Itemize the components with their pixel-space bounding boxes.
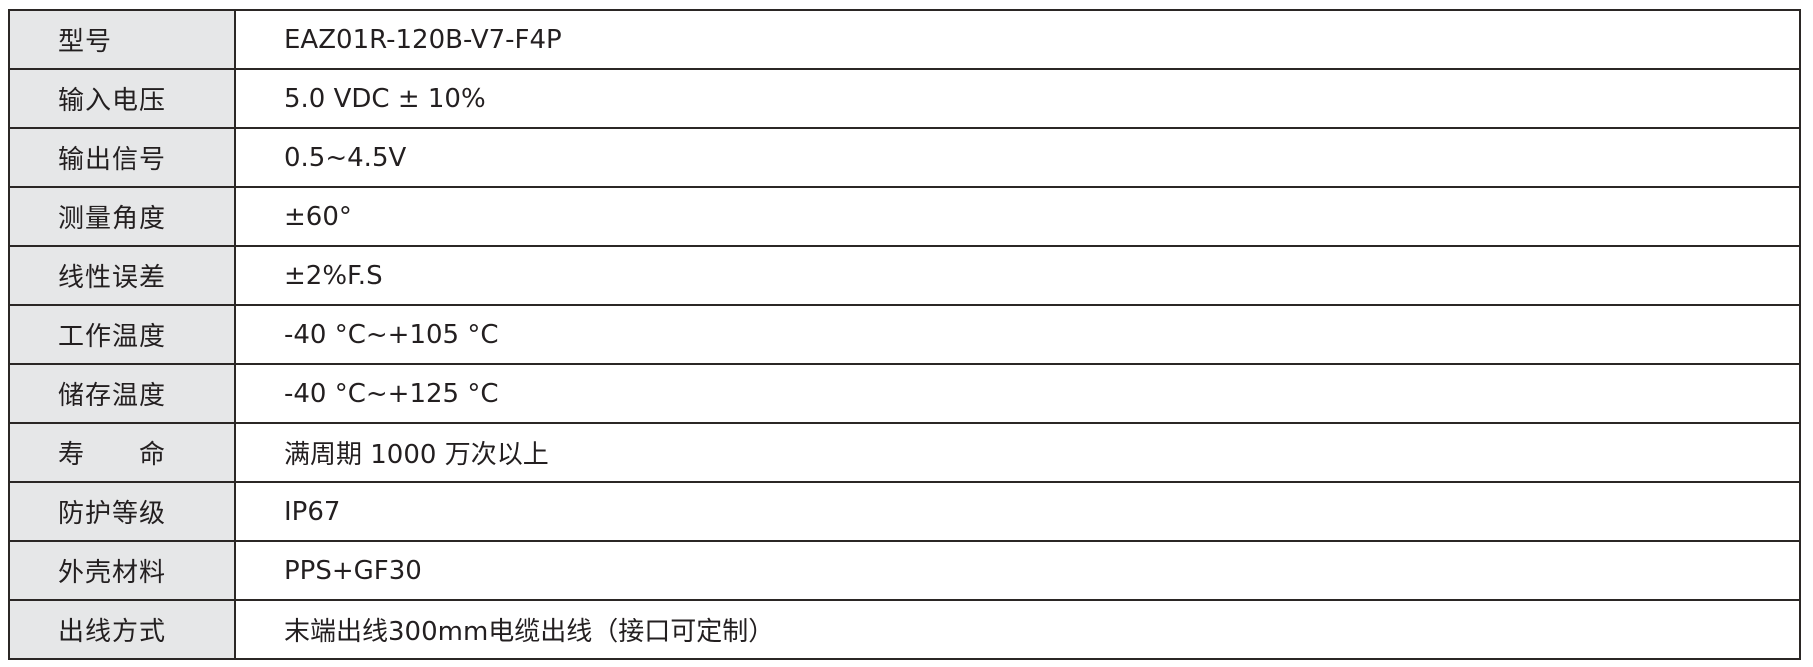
- table-row: 输出信号 0.5~4.5V: [8, 127, 1801, 188]
- spec-value: PPS+GF30: [234, 540, 1801, 601]
- spec-label: 测量角度: [8, 186, 236, 247]
- table-row: 输入电压 5.0 VDC ± 10%: [8, 68, 1801, 129]
- spec-label: 输入电压: [8, 68, 236, 129]
- spec-label: 出线方式: [8, 599, 236, 660]
- spec-label: 寿 命: [8, 422, 236, 483]
- spec-label: 储存温度: [8, 363, 236, 424]
- table-row: 测量角度 ±60°: [8, 186, 1801, 247]
- spec-value: 0.5~4.5V: [234, 127, 1801, 188]
- spec-value: 满周期 1000 万次以上: [234, 422, 1801, 483]
- spec-label: 输出信号: [8, 127, 236, 188]
- spec-label: 外壳材料: [8, 540, 236, 601]
- table-row: 防护等级 IP67: [8, 481, 1801, 542]
- spec-value: 末端出线300mm电缆出线（接口可定制）: [234, 599, 1801, 660]
- spec-label: 型号: [8, 9, 236, 70]
- table-row: 型号 EAZ01R-120B-V7-F4P: [8, 9, 1801, 70]
- spec-value: -40 °C~+105 °C: [234, 304, 1801, 365]
- spec-label: 工作温度: [8, 304, 236, 365]
- table-row: 出线方式 末端出线300mm电缆出线（接口可定制）: [8, 599, 1801, 660]
- spec-label: 防护等级: [8, 481, 236, 542]
- table-row: 线性误差 ±2%F.S: [8, 245, 1801, 306]
- spec-value: ±2%F.S: [234, 245, 1801, 306]
- spec-value: EAZ01R-120B-V7-F4P: [234, 9, 1801, 70]
- table-row: 储存温度 -40 °C~+125 °C: [8, 363, 1801, 424]
- spec-value: IP67: [234, 481, 1801, 542]
- table-row: 寿 命满周期 1000 万次以上: [8, 422, 1801, 483]
- spec-value: -40 °C~+125 °C: [234, 363, 1801, 424]
- table-row: 工作温度 -40 °C~+105 °C: [8, 304, 1801, 365]
- spec-value: 5.0 VDC ± 10%: [234, 68, 1801, 129]
- spec-table: 型号 EAZ01R-120B-V7-F4P 输入电压 5.0 VDC ± 10% 输出信…: [8, 9, 1801, 660]
- table-row: 外壳材料 PPS+GF30: [8, 540, 1801, 601]
- spec-value: ±60°: [234, 186, 1801, 247]
- spec-label: 线性误差: [8, 245, 236, 306]
